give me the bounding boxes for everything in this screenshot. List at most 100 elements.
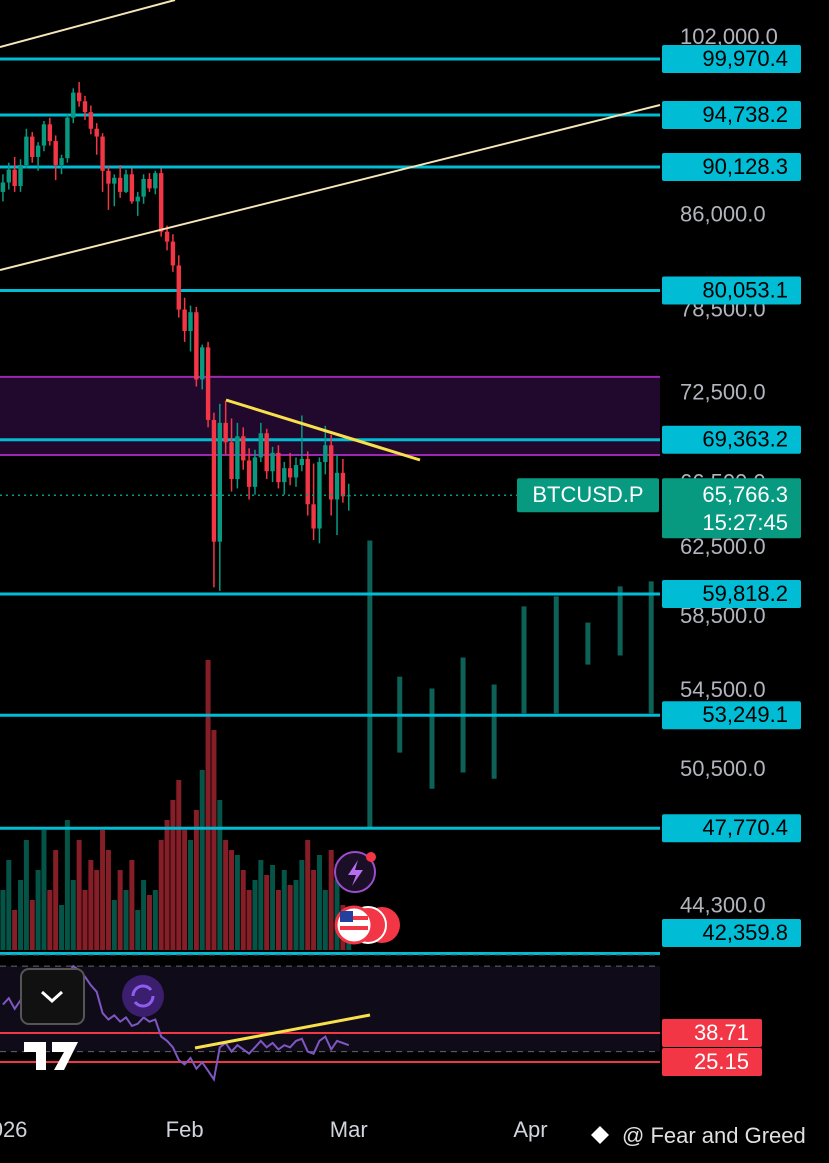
candle-body: [328, 445, 334, 500]
volume-bar: [64, 820, 70, 950]
logo: [24, 1042, 78, 1070]
volume-bar: [193, 810, 199, 950]
volume-bar: [187, 840, 193, 950]
candle-body: [112, 177, 117, 184]
volume-bar: [281, 870, 287, 950]
candle-body: [100, 136, 105, 171]
level-tag: [662, 701, 801, 730]
rsi-level-label: 38.71: [694, 1020, 749, 1045]
level-tag: [662, 919, 801, 947]
flag-stripe: [340, 916, 368, 920]
refresh-button[interactable]: [122, 975, 164, 1017]
candle-body: [246, 460, 252, 487]
trendline: [0, 0, 176, 48]
level-label: 59,818.2: [702, 581, 788, 606]
volume-bar: [41, 830, 47, 950]
symbol-label: BTCUSD.P: [532, 482, 643, 507]
volume-bar: [23, 840, 29, 950]
volume-bar: [199, 770, 205, 950]
volume-bar: [100, 830, 106, 950]
level-label: 53,249.1: [702, 702, 788, 727]
overlays: @ Fear and Greed: [0, 0, 806, 1148]
volume-bar: [287, 885, 293, 950]
level-label: 42,359.8: [702, 920, 788, 945]
flag-stripe: [340, 926, 368, 930]
candle-body: [287, 468, 293, 478]
candle-body: [59, 158, 64, 166]
trendline: [225, 398, 421, 462]
candle-body: [18, 165, 23, 186]
candle-body: [12, 169, 17, 186]
y-tick-label: 44,300.0: [680, 893, 766, 918]
volume-bar: [275, 890, 281, 950]
volume-bar: [205, 660, 211, 950]
badge: [366, 852, 376, 862]
candle-body: [41, 124, 47, 146]
watermark: @ Fear and Greed: [622, 1123, 806, 1148]
volume-bar: [328, 850, 334, 950]
exchange-icon: [591, 1126, 609, 1144]
refresh-icon: [131, 984, 155, 1008]
candle-body: [123, 174, 129, 192]
candle-body: [6, 169, 11, 183]
candle-body: [276, 452, 281, 483]
candle-body: [71, 92, 76, 118]
volume-bar: [129, 860, 135, 950]
collapse-button[interactable]: [20, 968, 85, 1025]
level-label: 69,363.2: [702, 427, 788, 452]
level-label: 80,053.1: [702, 277, 788, 302]
y-tick-label: 54,500.0: [680, 677, 766, 702]
candle-body: [258, 433, 264, 458]
candle-body: [182, 309, 187, 331]
price-axis: 102,000.086,000.078,500.072,500.066,500.…: [517, 24, 801, 947]
volume-bar: [164, 820, 170, 950]
candle-body: [65, 117, 70, 159]
y-tick-label: 62,500.0: [680, 534, 766, 559]
candle-body: [205, 347, 211, 420]
y-tick-label: 72,500.0: [680, 380, 766, 405]
candle-body: [170, 241, 176, 266]
x-tick-label: Mar: [330, 1117, 368, 1142]
volume-bar: [111, 900, 117, 950]
volume-bar: [0, 890, 6, 950]
trendline: [0, 104, 661, 271]
candle-body: [94, 128, 99, 137]
candle-body: [235, 436, 240, 480]
time-axis: 2026 Feb Mar Apr: [0, 1117, 548, 1142]
volume-bar: [76, 840, 82, 950]
candle-body: [340, 472, 346, 497]
level-tag: [662, 425, 801, 454]
candle-body: [188, 312, 193, 331]
level-tag: [662, 580, 801, 609]
candle-body: [264, 433, 269, 472]
volume-bar: [217, 800, 223, 950]
level-tag: [662, 276, 801, 305]
candle-body: [217, 422, 223, 542]
y-tick-label: 86,000.0: [680, 202, 766, 227]
price-tag: [662, 478, 801, 539]
candle-body: [24, 136, 29, 166]
candle-body: [135, 196, 140, 202]
volume-bar: [264, 875, 270, 950]
y-tick-label: 102,000.0: [680, 24, 778, 49]
x-tick-label: Feb: [166, 1117, 204, 1142]
volume-bar: [12, 910, 18, 950]
volume-bar: [176, 780, 182, 950]
candle-body: [194, 312, 199, 380]
volume-bar: [105, 850, 111, 950]
volume-bar: [47, 890, 53, 950]
volume-bar: [6, 860, 12, 950]
candle-body: [323, 445, 328, 463]
candle-body: [0, 182, 6, 192]
volume-bar: [146, 895, 152, 950]
candle-body: [176, 265, 181, 310]
symbol-tag: [517, 478, 659, 513]
candle-body: [211, 419, 217, 542]
volume-bar: [234, 855, 240, 950]
volume-bar: [135, 910, 141, 950]
candle-body: [241, 436, 246, 461]
last-price-label: 65,766.3: [702, 482, 788, 507]
lightning: [348, 860, 363, 886]
candle-body: [106, 170, 111, 184]
candle-body: [293, 465, 299, 478]
